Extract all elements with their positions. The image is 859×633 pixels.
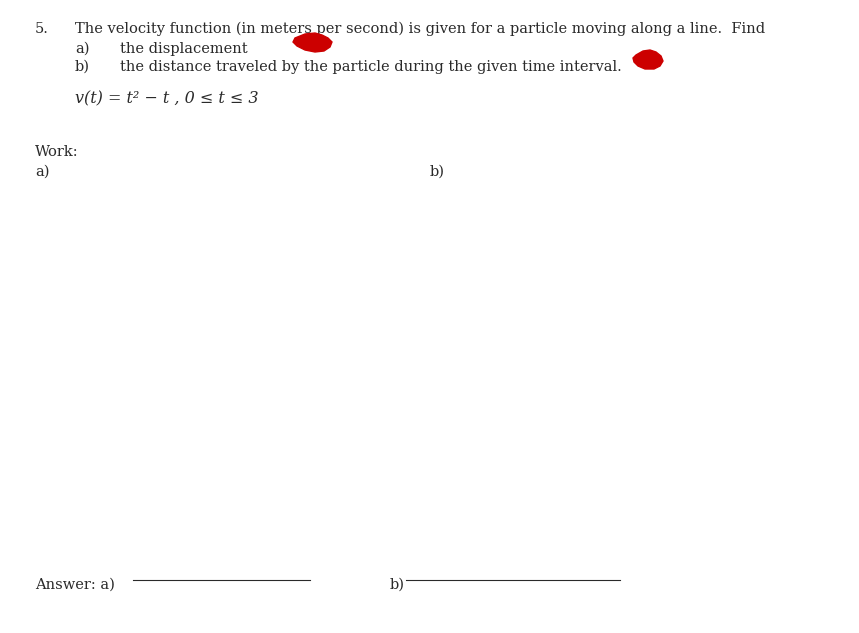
Text: The velocity function (in meters per second) is given for a particle moving alon: The velocity function (in meters per sec… [75,22,765,36]
Text: v(t) = t² − t , 0 ≤ t ≤ 3: v(t) = t² − t , 0 ≤ t ≤ 3 [75,90,259,107]
Text: Answer: a): Answer: a) [35,578,115,592]
Polygon shape [293,33,332,52]
Text: a): a) [35,165,50,179]
Text: a): a) [75,42,89,56]
Text: b): b) [75,60,90,74]
Text: the distance traveled by the particle during the given time interval.: the distance traveled by the particle du… [120,60,622,74]
Text: b): b) [390,578,405,592]
Polygon shape [633,50,663,69]
Text: the displacement: the displacement [120,42,247,56]
Text: Work:: Work: [35,145,79,159]
Text: b): b) [430,165,445,179]
Text: 5.: 5. [35,22,49,36]
